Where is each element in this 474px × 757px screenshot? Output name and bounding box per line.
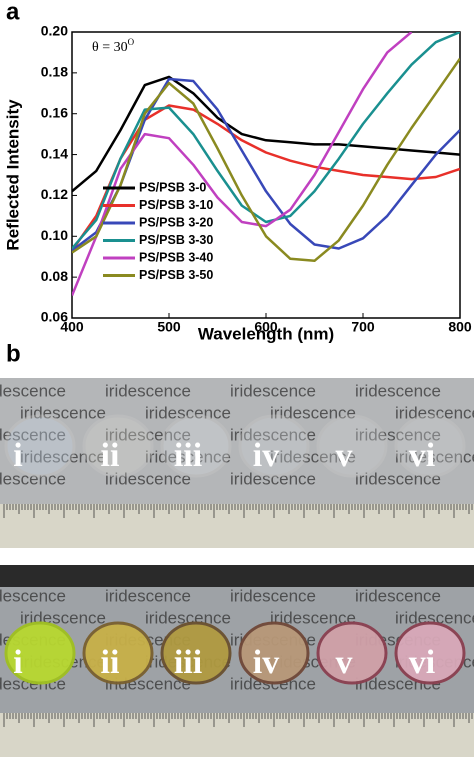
x-axis-title: Wavelength (nm) xyxy=(198,324,334,343)
series-line xyxy=(72,57,460,263)
background-word: iridescence xyxy=(0,586,66,605)
y-tick-label: 0.18 xyxy=(41,64,68,80)
sample-label: v xyxy=(336,437,353,474)
background-word: iridescence xyxy=(270,608,356,627)
panel-label: a xyxy=(6,0,20,25)
background-word: iridescence xyxy=(395,403,474,422)
background-word: iridescence xyxy=(0,425,66,444)
ruler xyxy=(0,504,474,548)
legend-label: PS/PSB 3-0 xyxy=(139,180,206,194)
legend-label: PS/PSB 3-10 xyxy=(139,198,213,212)
background-word: iridescence xyxy=(105,586,191,605)
photos: iridescence iridescence iridescence iridesc… xyxy=(0,378,474,757)
background-word: iridescence xyxy=(20,403,106,422)
background-word: iridescence xyxy=(145,608,231,627)
background-word: iridescence xyxy=(0,469,66,488)
background-word: iridescence xyxy=(355,425,441,444)
background-word: iridescence xyxy=(105,381,191,400)
sample-disc xyxy=(4,621,76,685)
sample-disc xyxy=(394,414,466,478)
sample-disc xyxy=(394,621,466,685)
background-word: iridescence xyxy=(20,447,106,466)
y-tick-label: 0.06 xyxy=(41,309,68,325)
background-word: iridescence xyxy=(230,586,316,605)
annotation: θ = 30O xyxy=(92,37,135,55)
legend-label: PS/PSB 3-40 xyxy=(139,250,213,264)
background-word: iridescence xyxy=(270,403,356,422)
legend-label: PS/PSB 3-50 xyxy=(139,268,213,282)
y-axis-title: Reflected Intensity xyxy=(3,99,22,251)
sample-disc xyxy=(4,414,76,478)
background-word: iridescence xyxy=(395,447,474,466)
y-tick-label: 0.14 xyxy=(41,145,68,161)
background-word: iridescence xyxy=(230,381,316,400)
panel-label: b xyxy=(6,340,21,367)
sample-label: v xyxy=(336,644,353,681)
x-tick-label: 400 xyxy=(60,319,84,335)
background-word: iridescence xyxy=(355,469,441,488)
x-tick-label: 800 xyxy=(448,319,472,335)
background-word: iridescence xyxy=(355,381,441,400)
series-line xyxy=(72,104,460,252)
series-line xyxy=(72,32,460,250)
y-tick-label: 0.16 xyxy=(41,104,68,120)
x-tick-label: 600 xyxy=(254,319,278,335)
legend-label: PS/PSB 3-30 xyxy=(139,233,213,247)
series-line xyxy=(72,32,413,296)
background-word: iridescence xyxy=(0,381,66,400)
sample-label: iii xyxy=(174,437,202,474)
sample-label: vi xyxy=(409,644,435,681)
sample-label: i xyxy=(13,437,22,474)
sample-disc xyxy=(238,621,310,685)
legend-label: PS/PSB 3-20 xyxy=(139,215,213,229)
sample-disc xyxy=(82,414,154,478)
sample-disc xyxy=(316,621,388,685)
sample-disc xyxy=(238,414,310,478)
sample-label: ii xyxy=(101,437,120,474)
sample-label: iv xyxy=(253,644,279,681)
background-word: iridescence xyxy=(270,447,356,466)
y-tick-label: 0.20 xyxy=(41,23,68,39)
sample-disc xyxy=(316,414,388,478)
series-line xyxy=(72,77,460,252)
sample-label: ii xyxy=(101,644,120,681)
y-tick-label: 0.10 xyxy=(41,227,68,243)
sample-label: iii xyxy=(174,644,202,681)
sample-label: i xyxy=(13,644,22,681)
annotation-sup: O xyxy=(128,37,135,47)
sample-disc xyxy=(160,621,232,685)
sample-label: vi xyxy=(409,437,435,474)
series-line xyxy=(72,75,460,193)
y-tick-label: 0.12 xyxy=(41,186,68,202)
background-word: iridescence xyxy=(395,608,474,627)
x-tick-label: 500 xyxy=(157,319,181,335)
photo-shadow xyxy=(0,565,474,587)
background-word: iridescence xyxy=(230,469,316,488)
sample-disc xyxy=(82,621,154,685)
background-word: iridescence xyxy=(105,469,191,488)
sample-disc xyxy=(160,414,232,478)
x-tick-label: 700 xyxy=(351,319,375,335)
lines xyxy=(72,32,460,296)
y-tick-label: 0.08 xyxy=(41,268,68,284)
background-word: iridescence xyxy=(145,403,231,422)
background-word: iridescence xyxy=(355,586,441,605)
background-word: iridescence xyxy=(105,425,191,444)
sample-label: iv xyxy=(253,437,279,474)
background-word: iridescence xyxy=(145,447,231,466)
background-word: iridescence xyxy=(230,425,316,444)
annotation-text: θ = 30 xyxy=(92,40,128,55)
ruler xyxy=(0,713,474,757)
